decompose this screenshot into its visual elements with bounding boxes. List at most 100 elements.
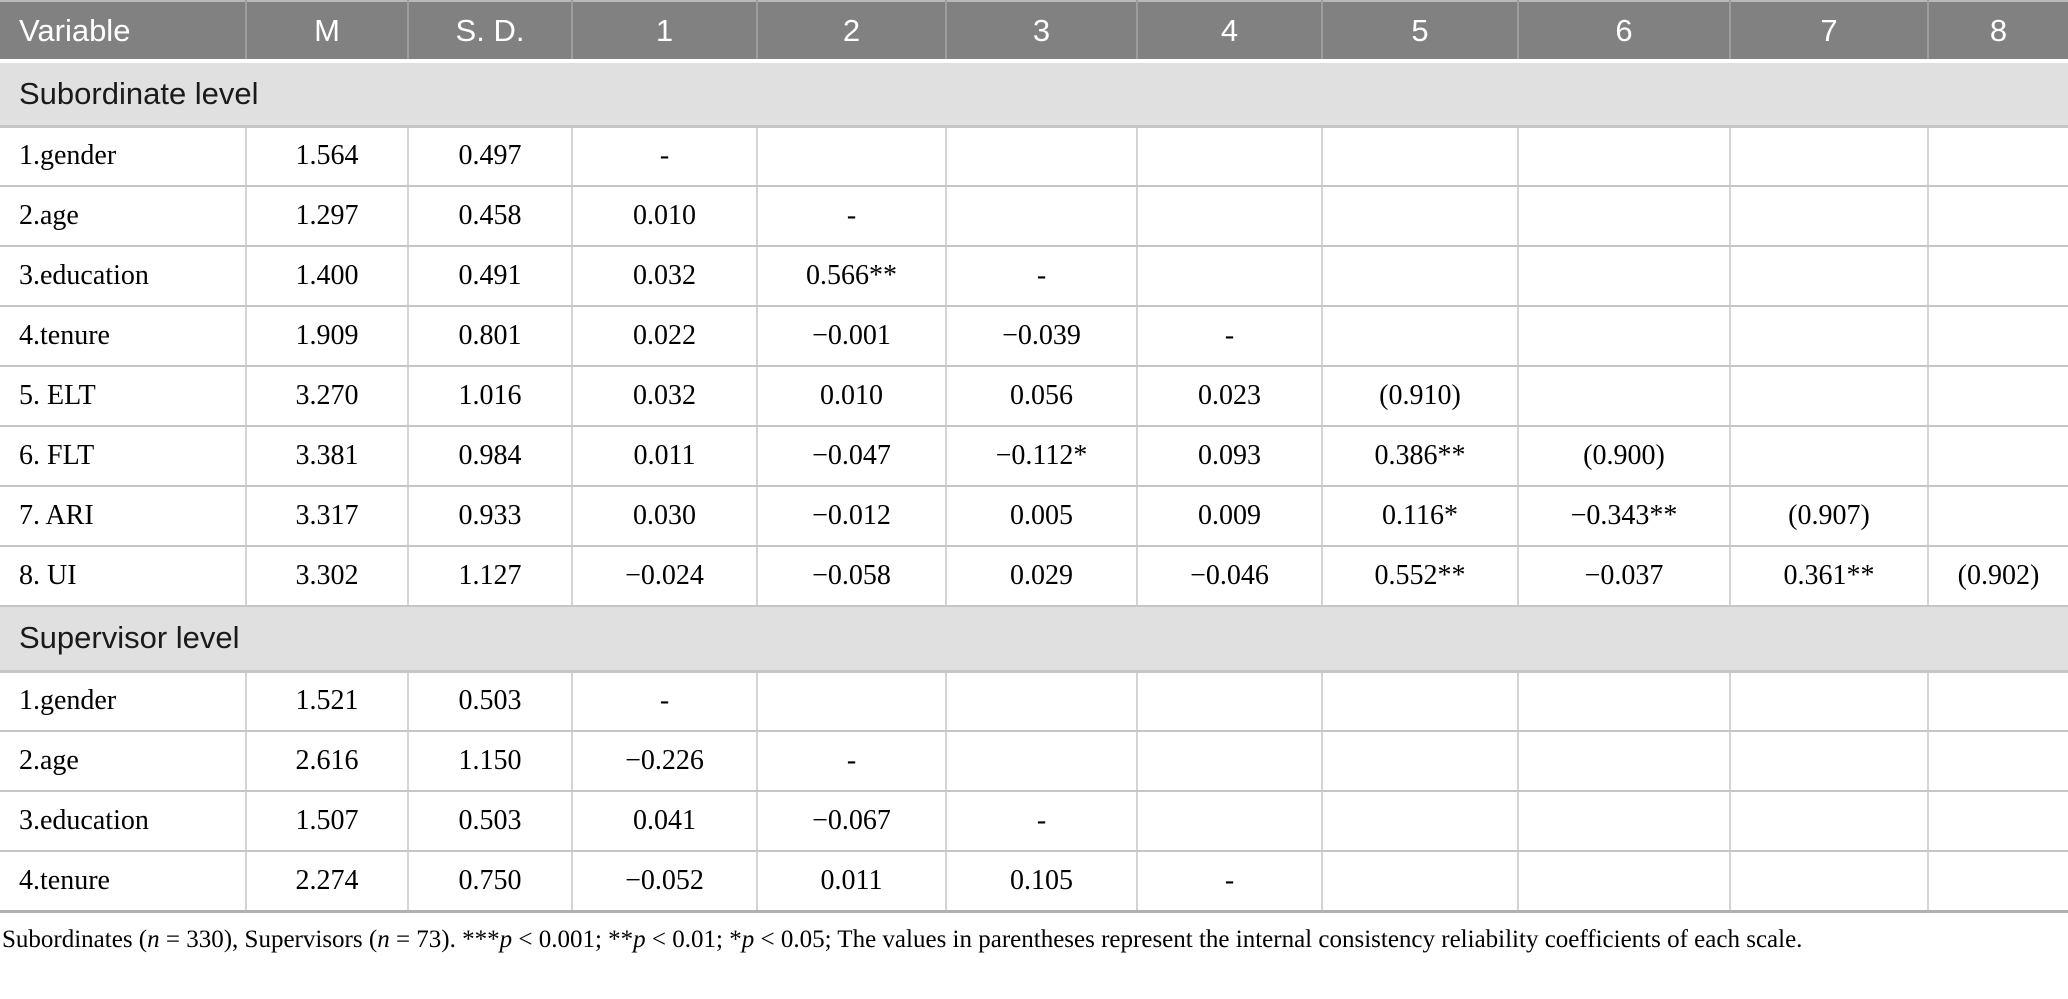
variable-label: 1.gender [0,671,247,732]
value-cell [1322,186,1519,247]
value-cell: 0.801 [408,306,573,367]
column-header-8: 8 [1928,1,2068,63]
value-cell: 0.458 [408,186,573,247]
section-row: Subordinate level [0,61,2068,128]
value-cell: 0.023 [1137,366,1323,427]
value-cell: 3.270 [246,366,409,427]
value-cell: 0.010 [572,186,758,247]
table-row: 4.tenure 1.909 0.801 0.022 −0.001 −0.039- [0,306,2068,367]
value-cell [1730,246,1929,307]
table-row: 8. UI 3.302 1.127 −0.024 −0.058 0.029 −0.046 0.… [0,546,2068,607]
value-cell [1518,671,1731,732]
column-header-variable: Variable [0,1,247,63]
value-cell: 0.361** [1730,546,1929,607]
value-cell: - [757,186,947,247]
value-cell: −0.052 [572,851,758,912]
footnote-segment: = 73). *** [389,925,500,953]
value-cell [1137,246,1323,307]
value-cell: 1.507 [246,791,409,852]
variable-label: 7. ARI [0,486,247,547]
value-cell [1137,791,1323,852]
value-cell: 0.491 [408,246,573,307]
value-cell: 1.127 [408,546,573,607]
value-cell [1730,731,1929,792]
value-cell: 0.933 [408,486,573,547]
value-cell: 0.032 [572,366,758,427]
column-header-m: M [246,1,409,63]
value-cell: 0.032 [572,246,758,307]
value-cell: 0.105 [946,851,1138,912]
value-cell [946,126,1138,187]
value-cell: 0.009 [1137,486,1323,547]
table-row: 6. FLT 3.381 0.984 0.011 −0.047 −0.112* 0.093 0… [0,426,2068,487]
value-cell: 1.297 [246,186,409,247]
value-cell: 0.011 [572,426,758,487]
value-cell [1322,671,1519,732]
value-cell: - [757,731,947,792]
footnote-segment: n [377,925,390,953]
value-cell: −0.046 [1137,546,1323,607]
value-cell: −0.012 [757,486,947,547]
table-row: 2.age 1.297 0.458 0.010- [0,186,2068,247]
value-cell: −0.067 [757,791,947,852]
table-row: 1.gender 1.521 0.503- [0,671,2068,732]
value-cell: 1.150 [408,731,573,792]
value-cell: 3.302 [246,546,409,607]
table-row: 7. ARI 3.317 0.933 0.030 −0.012 0.005 0.009 0.1… [0,486,2068,547]
value-cell: - [1137,306,1323,367]
value-cell [1928,426,2068,487]
value-cell: - [946,791,1138,852]
value-cell [1518,126,1731,187]
footnote-segment: < 0.001; ** [512,925,634,953]
value-cell [1137,186,1323,247]
table-header: Variable M S. D. 1 2 3 4 5 6 7 8 [0,1,2068,63]
variable-label: 3.education [0,246,247,307]
value-cell [1730,126,1929,187]
value-cell: 0.497 [408,126,573,187]
value-cell [1518,366,1731,427]
column-header-4: 4 [1137,1,1323,63]
value-cell [1518,791,1731,852]
value-cell [1928,731,2068,792]
section-row: Supervisor level [0,606,2068,673]
variable-label: 5. ELT [0,366,247,427]
value-cell [1518,186,1731,247]
table-row: 2.age 2.616 1.150 −0.226- [0,731,2068,792]
value-cell [1518,246,1731,307]
table-row: 3.education 1.507 0.503 0.041 −0.067- [0,791,2068,852]
value-cell [1928,671,2068,732]
value-cell [1928,366,2068,427]
value-cell [1928,126,2068,187]
value-cell: −0.047 [757,426,947,487]
footnote-segment: < 0.05; The values in parentheses repres… [754,925,1803,953]
value-cell: - [572,126,758,187]
footnote-segment: = 330), Supervisors ( [159,925,378,953]
value-cell: −0.037 [1518,546,1731,607]
value-cell [1137,126,1323,187]
value-cell [1928,486,2068,547]
value-cell [1322,851,1519,912]
value-cell [1730,671,1929,732]
value-cell: (0.907) [1730,486,1929,547]
value-cell: 0.005 [946,486,1138,547]
value-cell: 0.056 [946,366,1138,427]
section-header-label: Supervisor level [0,606,2068,673]
footnote-segment: p [741,925,755,953]
value-cell: −0.058 [757,546,947,607]
value-cell: (0.902) [1928,546,2068,607]
value-cell: 0.552** [1322,546,1519,607]
value-cell [1322,306,1519,367]
correlation-table: Variable M S. D. 1 2 3 4 5 6 7 8 Subordinate level… [0,0,2068,913]
value-cell [1730,366,1929,427]
value-cell: 0.750 [408,851,573,912]
value-cell [946,671,1138,732]
table-row: 1.gender 1.564 0.497- [0,126,2068,187]
value-cell [1730,186,1929,247]
value-cell: 0.116* [1322,486,1519,547]
value-cell [946,731,1138,792]
value-cell: (0.900) [1518,426,1731,487]
variable-label: 4.tenure [0,306,247,367]
value-cell: 0.093 [1137,426,1323,487]
value-cell: 0.503 [408,791,573,852]
value-cell [1928,851,2068,912]
